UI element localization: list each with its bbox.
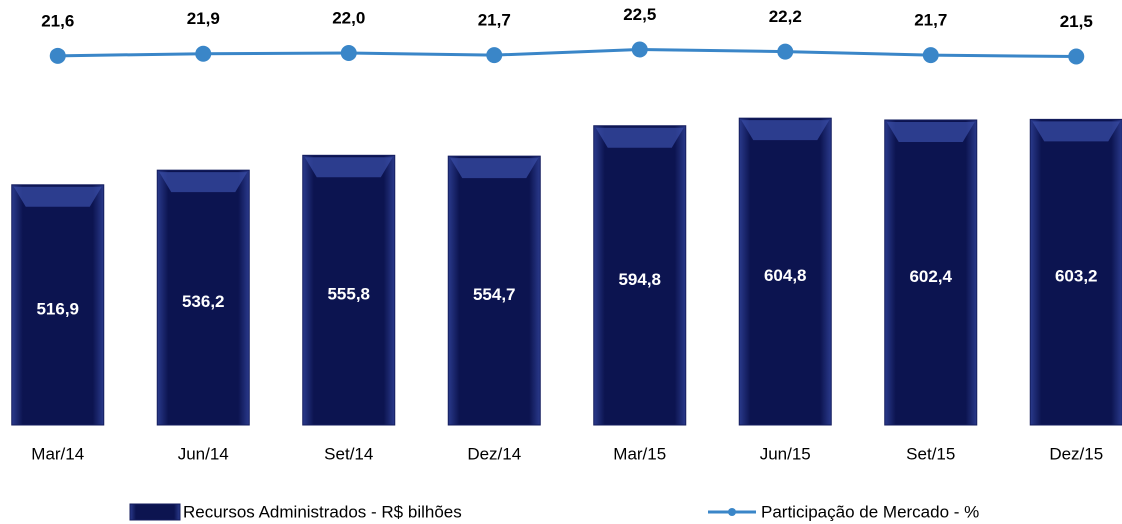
x-tick-label: Jun/14: [178, 444, 229, 463]
bar-bevel: [13, 186, 102, 207]
line-point: [340, 45, 357, 62]
legend-swatch-marker: [728, 508, 736, 516]
line-point: [486, 47, 503, 64]
bar-value-label: 602,4: [909, 267, 952, 286]
x-tick-label: Jun/15: [760, 444, 811, 463]
legend-swatch: [129, 503, 181, 521]
bar-value-label: 555,8: [327, 285, 370, 304]
bar: [11, 184, 105, 426]
line-value-label: 22,2: [769, 7, 802, 26]
line-point: [777, 43, 794, 60]
bar-bevel: [741, 120, 830, 141]
line-point: [922, 47, 939, 64]
bar-bevel: [595, 127, 684, 148]
bar: [593, 125, 687, 426]
x-tick-label: Set/14: [324, 444, 373, 463]
bar-value-label: 536,2: [182, 292, 225, 311]
line-point: [1068, 48, 1085, 65]
legend-label: Recursos Administrados - R$ bilhões: [183, 502, 462, 521]
x-tick-label: Set/15: [906, 444, 955, 463]
line-value-label: 21,9: [187, 9, 220, 28]
line-point: [631, 41, 648, 58]
line-value-label: 22,5: [623, 5, 656, 24]
bar-bevel: [886, 121, 975, 142]
line-point: [49, 47, 66, 64]
bar: [1029, 118, 1122, 426]
bar: [738, 117, 832, 426]
x-tick-label: Mar/15: [613, 444, 666, 463]
line: [57, 48, 1077, 59]
line-point: [195, 45, 212, 62]
x-tick-label: Dez/15: [1049, 444, 1103, 463]
x-tick-label: Mar/14: [31, 444, 84, 463]
bar-bevel: [1032, 121, 1121, 142]
line-value-label: 21,7: [478, 11, 511, 30]
x-tick-label: Dez/14: [467, 444, 521, 463]
bar: [884, 119, 978, 426]
legend-label: Participação de Mercado - %: [761, 502, 979, 521]
line-value-label: 21,6: [41, 11, 74, 30]
bar-value-label: 554,7: [473, 285, 516, 304]
bar: [447, 155, 541, 426]
bar-bevel: [304, 157, 393, 178]
line-value-label: 21,7: [914, 11, 947, 30]
bar-value-label: 604,8: [764, 266, 807, 285]
bar: [156, 169, 250, 426]
bar: [302, 154, 396, 426]
bar-value-label: 603,2: [1055, 267, 1098, 286]
bar-bevel: [159, 172, 248, 193]
line-value-label: 21,5: [1060, 12, 1093, 31]
bar-bevel: [450, 158, 539, 179]
line-value-label: 22,0: [332, 9, 365, 28]
bar-value-label: 594,8: [618, 270, 661, 289]
bar-value-label: 516,9: [36, 299, 79, 318]
